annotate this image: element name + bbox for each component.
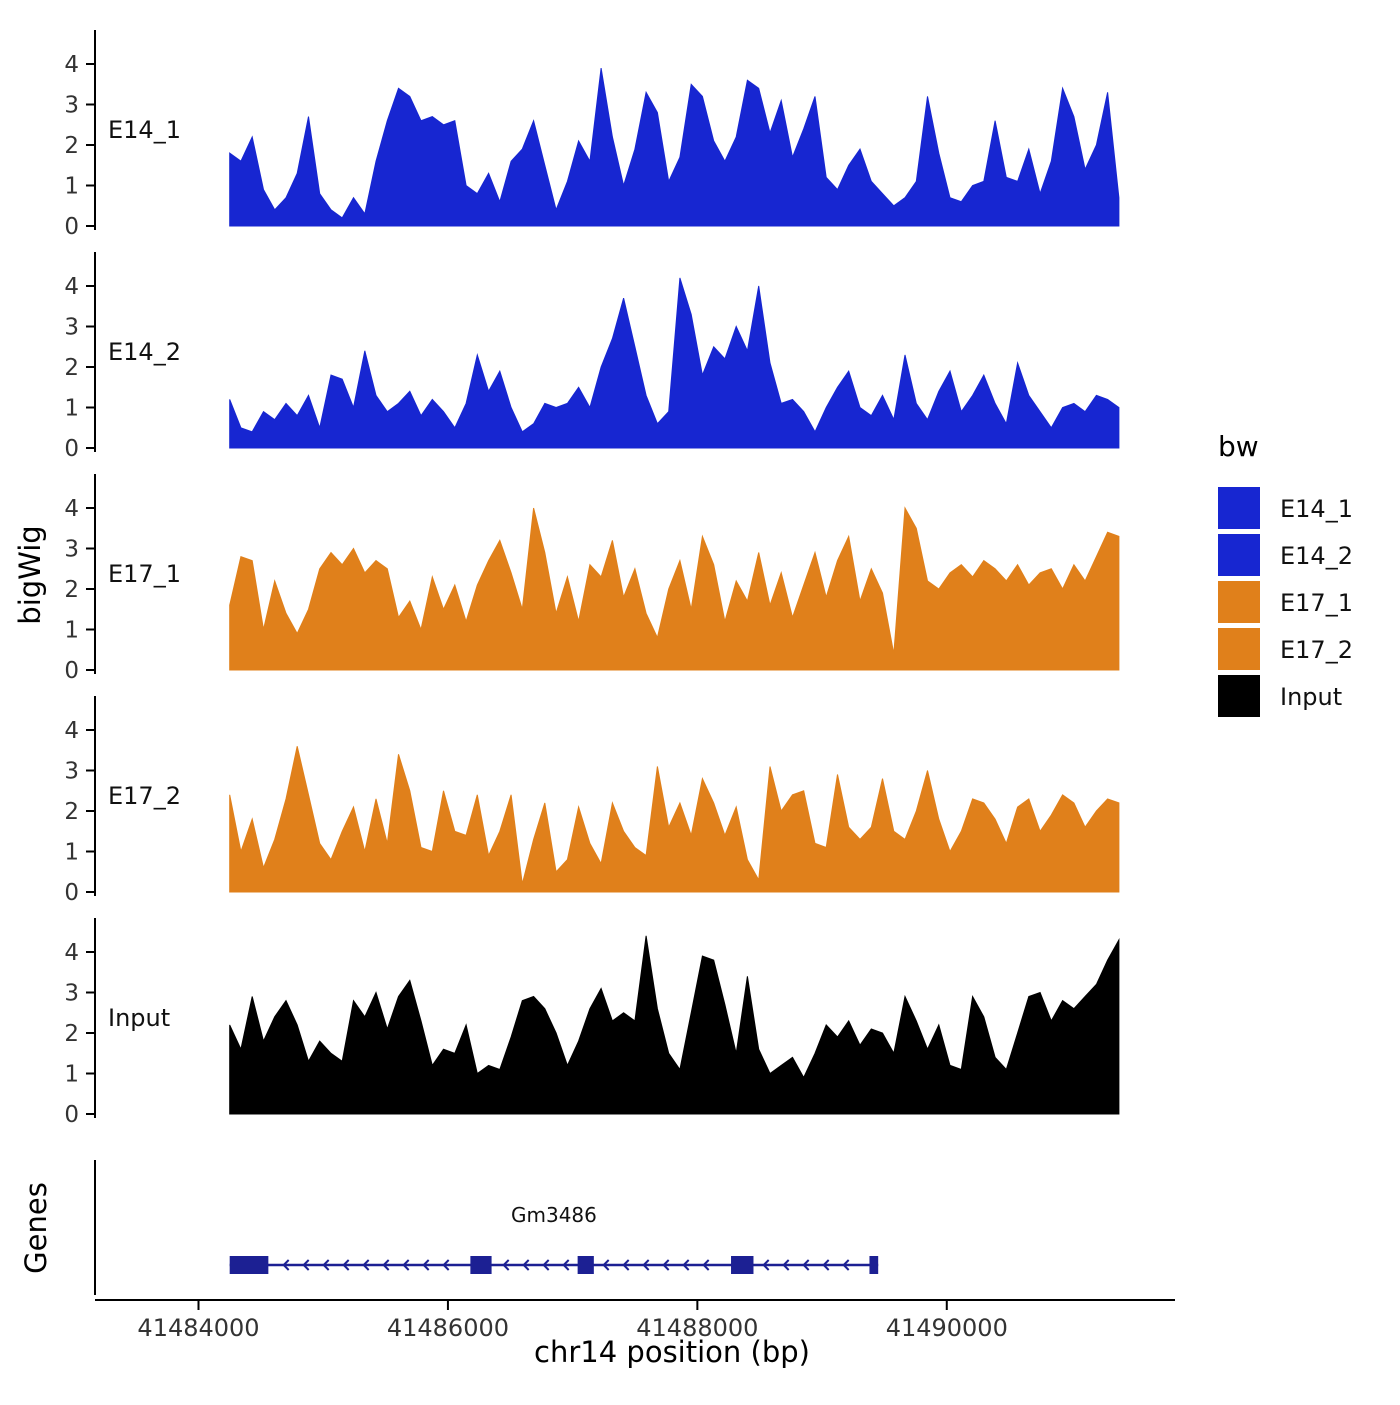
track-panel-E14_1: 0 1 2 3 4 E14_1 [64,30,1120,240]
signal-area-E14_1 [229,68,1120,227]
track-label: E17_1 [108,560,181,588]
track-panel-E17_2: 0 1 2 3 4 E17_2 [64,696,1120,906]
y-tick-label: 2 [64,577,79,603]
signal-area-Input [229,935,1120,1115]
y-tick-label: 4 [64,496,79,522]
track-panel-E17_1: 0 1 2 3 4 E17_1 [64,474,1120,684]
genes-panel-title: Genes [19,1182,53,1274]
strand-arrow-icon [282,1259,290,1271]
y-tick-label: 4 [64,718,79,744]
legend-key-E17_1 [1218,581,1260,623]
y-axis-title: bigWig [13,525,47,624]
y-tick-label: 3 [64,537,79,563]
y-tick-label: 0 [64,214,79,240]
strand-arrow-icon [702,1259,710,1271]
legend-label: E14_1 [1280,495,1353,523]
gene-exon [229,1256,269,1274]
y-tick-label: 4 [64,940,79,966]
x-tick-label: 41486000 [387,1314,509,1342]
x-axis-title: chr14 position (bp) [534,1335,810,1369]
gene-exon [731,1256,754,1274]
y-tick-label: 2 [64,355,79,381]
legend-key-E17_2 [1218,628,1260,670]
legend-key-E14_1 [1218,487,1260,529]
gene-exon [869,1256,879,1274]
strand-arrow-icon [762,1259,770,1271]
strand-arrow-icon [662,1259,670,1271]
gene-exon [470,1256,492,1274]
x-tick-label: 41484000 [137,1314,259,1342]
y-tick-label: 0 [64,658,79,684]
y-tick-label: 1 [64,174,79,200]
gene-name-label: Gm3486 [511,1203,597,1227]
strand-arrow-icon [382,1259,390,1271]
signal-area-E17_1 [229,506,1120,671]
y-tick-label: 1 [64,618,79,644]
strand-arrow-icon [302,1259,310,1271]
legend-label: E14_2 [1280,542,1353,570]
strand-arrow-icon [542,1259,550,1271]
y-tick-label: 1 [64,396,79,422]
track-label: E17_2 [108,782,181,810]
y-tick-label: 4 [64,274,79,300]
strand-arrow-icon [782,1259,790,1271]
strand-arrow-icon [622,1259,630,1271]
track-label: E14_1 [108,116,181,144]
gene-exon [577,1256,594,1274]
y-tick-label: 0 [64,436,79,462]
y-tick-label: 3 [64,315,79,341]
track-panel-Input: 0 1 2 3 4 Input [64,918,1120,1128]
strand-arrow-icon [802,1259,810,1271]
strand-arrow-icon [342,1259,350,1271]
legend-label: Input [1280,683,1342,711]
strand-arrow-icon [682,1259,690,1271]
x-tick-label: 41488000 [636,1314,758,1342]
strand-arrow-icon [602,1259,610,1271]
x-axis: 41484000 41486000 41488000 41490000 [95,1299,1175,1342]
legend-key-Input [1218,675,1260,717]
track-label: E14_2 [108,338,181,366]
y-tick-label: 3 [64,981,79,1007]
legend-label: E17_2 [1280,636,1353,664]
y-tick-label: 0 [64,1102,79,1128]
strand-arrow-icon [422,1259,430,1271]
y-tick-label: 0 [64,880,79,906]
y-tick-label: 4 [64,52,79,78]
legend: E14_1 E14_2 E17_1 E17_2 Input [1218,487,1353,717]
strand-arrow-icon [822,1259,830,1271]
strand-arrow-icon [842,1259,850,1271]
signal-area-E17_2 [229,746,1120,893]
legend-label: E17_1 [1280,589,1353,617]
strand-arrow-icon [502,1259,510,1271]
strand-arrow-icon [522,1259,530,1271]
signal-tracks: 0 1 2 3 4 E14_1 0 1 2 3 4 E14_2 0 1 2 3 4 E17_1 0 1 2 3 4 E17_2… [64,30,1120,1128]
track-panel-E14_2: 0 1 2 3 4 E14_2 [64,252,1120,462]
strand-arrow-icon [322,1259,330,1271]
x-tick-label: 41490000 [886,1314,1008,1342]
signal-area-E14_2 [229,277,1120,449]
y-tick-label: 3 [64,93,79,119]
y-tick-label: 2 [64,133,79,159]
y-tick-label: 2 [64,799,79,825]
track-label: Input [108,1004,170,1032]
y-tick-label: 1 [64,1062,79,1088]
strand-arrow-icon [362,1259,370,1271]
strand-arrow-icon [642,1259,650,1271]
strand-arrow-icon [402,1259,410,1271]
legend-key-E14_2 [1218,534,1260,576]
legend-title: bw [1218,430,1259,463]
y-tick-label: 3 [64,759,79,785]
strand-arrow-icon [442,1259,450,1271]
strand-arrow-icon [562,1259,570,1271]
y-tick-label: 1 [64,840,79,866]
y-tick-label: 2 [64,1021,79,1047]
gene-track [94,1160,879,1295]
